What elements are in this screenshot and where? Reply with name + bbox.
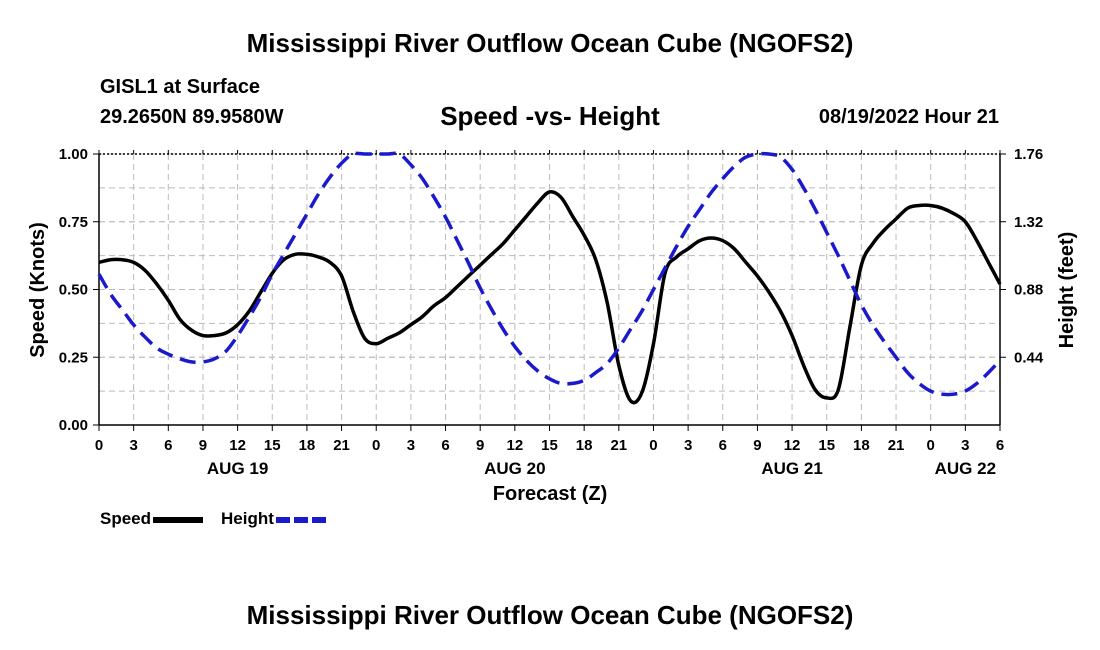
y-tick-label-left: 0.00 xyxy=(59,417,88,434)
forecast-datetime: 08/19/2022 Hour 21 xyxy=(818,106,999,128)
x-tick-label: 12 xyxy=(507,437,524,454)
x-tick-label: 9 xyxy=(476,437,484,454)
x-tick-label: 21 xyxy=(888,437,905,454)
speed-height-chart: 0 3 6 9 12 15 18 21 0 3 6 9 12 15 18 21 0 3 6 9 12 15 18 21 0 3 6A… xyxy=(27,146,1078,505)
series-speed-line xyxy=(98,189,1002,405)
y-tick-label-right: 1.32 xyxy=(1014,214,1043,231)
station-name: GISL1 at Surface xyxy=(100,76,261,98)
y-tick-label-left: 1.00 xyxy=(59,146,88,163)
x-tick-label: 9 xyxy=(199,437,207,454)
y-axis-label-right: Height (feet) xyxy=(1056,232,1078,349)
x-tick-label: 15 xyxy=(541,437,558,454)
x-tick-label: 0 xyxy=(649,437,657,454)
x-date-label: AUG 21 xyxy=(761,459,822,478)
station-coords: 29.2650N 89.9580W xyxy=(100,106,284,128)
x-tick-label: 3 xyxy=(684,437,692,454)
x-tick-label: 21 xyxy=(333,437,350,454)
y-axis-label-left: Speed (Knots) xyxy=(27,222,49,358)
y-tick-label-left: 0.25 xyxy=(59,349,88,366)
legend-speed-swatch xyxy=(153,516,204,523)
x-tick-label: 3 xyxy=(407,437,415,454)
x-tick-label: 0 xyxy=(95,437,103,454)
y-tick-label-left: 0.75 xyxy=(59,214,88,231)
x-tick-label: 9 xyxy=(753,437,761,454)
y-tick-label-right: 0.88 xyxy=(1014,282,1043,299)
x-tick-label: 3 xyxy=(961,437,969,454)
legend-height-swatch xyxy=(275,516,328,523)
x-tick-label: 3 xyxy=(129,437,137,454)
x-axis-label: Forecast (Z) xyxy=(493,483,607,505)
x-tick-label: 6 xyxy=(719,437,727,454)
legend-height-label: Height xyxy=(221,509,274,528)
footer-title: Mississippi River Outflow Ocean Cube (NG… xyxy=(246,600,854,630)
x-tick-label: 15 xyxy=(264,437,281,454)
plot-subtitle: Speed -vs- Height xyxy=(440,101,660,131)
x-tick-label: 6 xyxy=(441,437,449,454)
legend: Speed Height xyxy=(100,509,328,529)
x-tick-label: 0 xyxy=(927,437,935,454)
x-date-label: AUG 22 xyxy=(935,459,996,478)
x-tick-label: 0 xyxy=(372,437,380,454)
x-date-label: AUG 19 xyxy=(207,459,268,478)
y-tick-label-left: 0.50 xyxy=(59,282,88,299)
legend-speed-label: Speed xyxy=(100,509,152,528)
x-date-label: AUG 20 xyxy=(484,459,545,478)
x-tick-label: 18 xyxy=(576,437,593,454)
x-tick-label: 12 xyxy=(784,437,801,454)
x-tick-label: 18 xyxy=(299,437,316,454)
grid-lines xyxy=(99,153,1000,425)
series-height-line xyxy=(97,151,1002,397)
y-tick-label-right: 0.44 xyxy=(1014,349,1044,366)
x-tick-label: 6 xyxy=(996,437,1004,454)
x-tick-label: 18 xyxy=(853,437,870,454)
y-tick-label-right: 1.76 xyxy=(1014,146,1043,163)
x-tick-label: 15 xyxy=(818,437,835,454)
x-tick-label: 21 xyxy=(610,437,627,454)
chart-title: Mississippi River Outflow Ocean Cube (NG… xyxy=(246,28,854,58)
x-tick-label: 12 xyxy=(229,437,246,454)
x-tick-label: 6 xyxy=(164,437,172,454)
ticks: 0 3 6 9 12 15 18 21 0 3 6 9 12 15 18 21 0 3 6 9 12 15 18 21 0 3 6A… xyxy=(59,146,1044,478)
series-lines xyxy=(97,151,1002,405)
